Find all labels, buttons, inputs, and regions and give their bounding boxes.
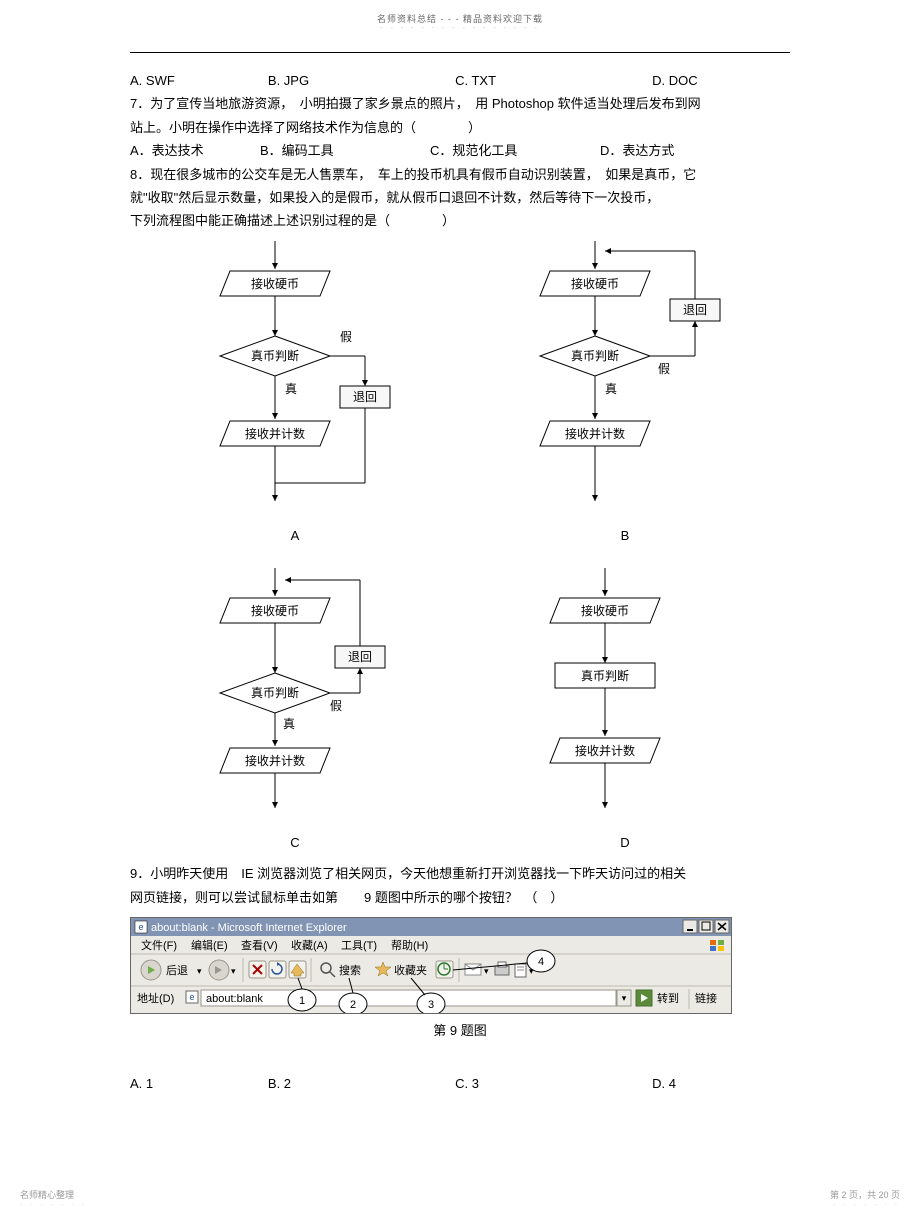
q6-opt-b: B. JPG [268, 69, 455, 92]
svg-text:2: 2 [350, 999, 356, 1011]
footer-right: 第 2 页，共 20 页 [830, 1188, 900, 1201]
svg-text:▾: ▾ [231, 966, 236, 976]
fc-true: 真 [285, 382, 297, 396]
q9-opt-b: B. 2 [268, 1072, 455, 1095]
q7-options: A．表达技术 B．编码工具 C．规范化工具 D．表达方式 [130, 139, 790, 162]
flowchart-c: 接收硬币 退回 假 真币判断 真 接收并计数 [137, 568, 454, 855]
svg-text:退回: 退回 [348, 650, 372, 664]
ie-back: 后退 [166, 964, 188, 977]
svg-text:真: 真 [605, 382, 617, 396]
header-top: 名师资料总结 - - - 精品资料欢迎下载 [0, 0, 920, 25]
q6-opt-a: A. SWF [130, 69, 268, 92]
svg-text:接收并计数: 接收并计数 [575, 743, 635, 758]
svg-text:接收硬币: 接收硬币 [571, 276, 619, 291]
q9-line2: 网页链接，则可以尝试鼠标单击如第 9 题图中所示的哪个按钮？ （ ） [130, 886, 790, 909]
svg-text:接收并计数: 接收并计数 [565, 426, 625, 441]
ie-fav: 收藏夹 [394, 963, 427, 977]
ie-menu-help: 帮助(H) [391, 938, 428, 952]
fc-false: 假 [340, 330, 352, 344]
fc-receive: 接收硬币 [251, 276, 299, 291]
svg-text:退回: 退回 [683, 303, 707, 317]
ie-addr: about:blank [206, 993, 263, 1005]
ie-window: e about:blank - Microsoft Internet Explo… [130, 917, 790, 1014]
q7-opt-a: A．表达技术 [130, 139, 260, 162]
q9-fig-label: 第 9 题图 [130, 1019, 790, 1042]
svg-text:假: 假 [658, 362, 670, 376]
q6-options: A. SWF B. JPG C. TXT D. DOC [130, 69, 790, 92]
q9-opt-a: A. 1 [130, 1072, 268, 1095]
ie-menu-edit: 编辑(E) [191, 938, 228, 952]
q8-line3: 下列流程图中能正确描述上述识别过程的是（ ） [130, 209, 790, 232]
fc-judge: 真币判断 [251, 348, 299, 363]
ie-search: 搜索 [339, 963, 361, 977]
ie-menu-file: 文件(F) [141, 938, 177, 952]
svg-text:▾: ▾ [622, 993, 627, 1003]
q9-opt-c: C. 3 [455, 1072, 652, 1095]
fc-return: 退回 [353, 390, 377, 404]
ie-title: about:blank - Microsoft Internet Explore… [151, 922, 347, 934]
svg-text:接收硬币: 接收硬币 [581, 603, 629, 618]
svg-text:接收硬币: 接收硬币 [251, 603, 299, 618]
flowcharts-row-2: 接收硬币 退回 假 真币判断 真 接收并计数 [130, 568, 790, 855]
q9-options: A. 1 B. 2 C. 3 D. 4 [130, 1072, 790, 1095]
svg-text:1: 1 [299, 995, 305, 1007]
q7-opt-d: D．表达方式 [600, 139, 740, 162]
svg-text:e: e [138, 922, 143, 932]
q7-line1: 7．为了宣传当地旅游资源， 小明拍摄了家乡景点的照片， 用 Photoshop … [130, 92, 790, 115]
chart-b-label: B [467, 524, 784, 547]
ie-links: 链接 [695, 991, 717, 1005]
svg-text:真币判断: 真币判断 [571, 348, 619, 363]
q7-opt-b: B．编码工具 [260, 139, 430, 162]
svg-text:真: 真 [283, 717, 295, 731]
svg-text:假: 假 [330, 699, 342, 713]
chart-d-label: D [467, 831, 784, 854]
q9-opt-d: D. 4 [652, 1072, 790, 1095]
chart-c-label: C [137, 831, 454, 854]
footer-left-dots: - - - - - - - [20, 1202, 87, 1209]
fc-count: 接收并计数 [245, 426, 305, 441]
svg-text:e: e [189, 992, 194, 1002]
q6-opt-d: D. DOC [652, 69, 790, 92]
ie-go: 转到 [657, 991, 679, 1005]
q7-line2: 站上。小明在操作中选择了网络技术作为信息的（ ） [130, 116, 790, 139]
svg-text:3: 3 [428, 999, 434, 1011]
q8-line1: 8．现在很多城市的公交车是无人售票车， 车上的投币机具有假币自动识别装置， 如果… [130, 163, 790, 186]
svg-text:4: 4 [538, 956, 544, 968]
svg-text:▾: ▾ [484, 966, 489, 976]
flowchart-a: 接收硬币 真币判断 假 真 退回 接收并计数 [137, 241, 454, 548]
footer-right-dots: - - - - - - - [833, 1202, 900, 1209]
q9-line1: 9．小明昨天使用 IE 浏览器浏览了相关网页，今天他想重新打开浏览器找一下昨天访… [130, 862, 790, 885]
svg-text:▾: ▾ [197, 966, 202, 976]
flowchart-d: 接收硬币 真币判断 接收并计数 D [467, 568, 784, 855]
q7-opt-c: C．规范化工具 [430, 139, 600, 162]
ie-menu-fav: 收藏(A) [291, 938, 328, 952]
ie-menu-view: 查看(V) [241, 938, 278, 952]
q6-opt-c: C. TXT [455, 69, 652, 92]
ie-menu-tools: 工具(T) [341, 939, 377, 952]
footer-left: 名师精心整理 [20, 1188, 74, 1201]
ie-addr-label: 地址(D) [137, 991, 174, 1005]
chart-a-label: A [137, 524, 454, 547]
svg-text:真币判断: 真币判断 [581, 668, 629, 683]
flowcharts-row-1: 接收硬币 真币判断 假 真 退回 接收并计数 [130, 241, 790, 548]
header-dots: - - - - - - - - - - - - - - - - [0, 25, 920, 32]
flowchart-b: 接收硬币 退回 假 真币判断 真 接收并计数 [467, 241, 784, 548]
svg-text:接收并计数: 接收并计数 [245, 753, 305, 768]
horizontal-rule [130, 52, 790, 53]
svg-text:真币判断: 真币判断 [251, 685, 299, 700]
q8-line2: 就"收取"然后显示数量，如果投入的是假币，就从假币口退回不计数，然后等待下一次投… [130, 186, 790, 209]
